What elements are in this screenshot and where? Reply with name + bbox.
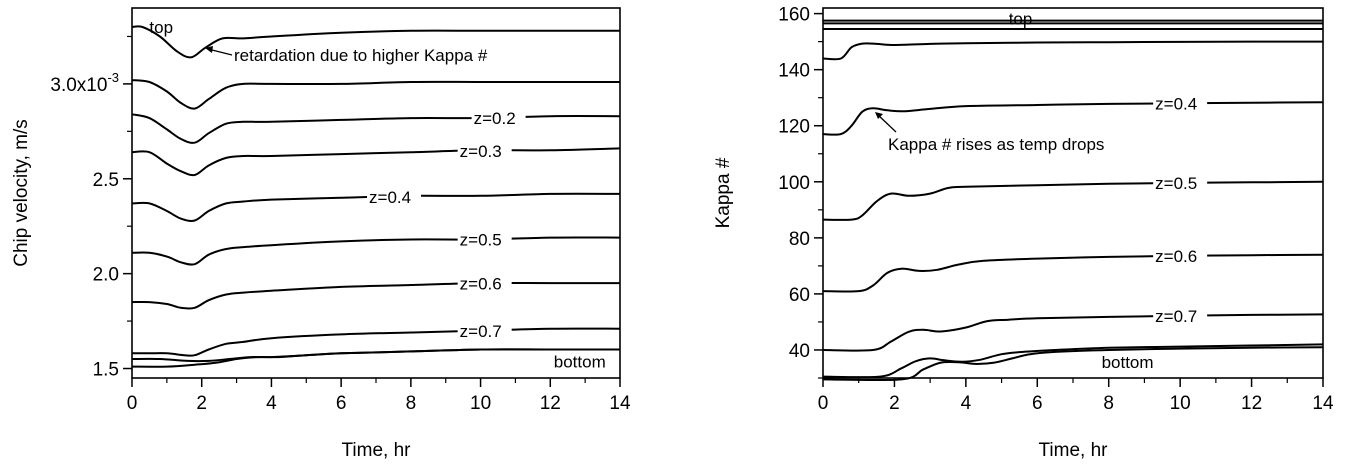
- series-group-2: [822, 19, 1324, 382]
- x-tick-label-2-3: 6: [1032, 393, 1043, 414]
- series-label-1-3: z=0.3: [460, 142, 502, 161]
- series-line-2-4: [822, 101, 1324, 136]
- series-label-2-4: z=0.4: [1155, 94, 1197, 113]
- axes-1: 0 2 4 6 8 10 12 14 1.5 2.0 2.5 3.0x10-3: [50, 35, 631, 414]
- series-label-bg-1-4: [367, 186, 422, 207]
- series-line-2-6: [822, 253, 1324, 293]
- series-label-1-2: z=0.2: [474, 109, 516, 128]
- y-axis-title-1: Chip velocity, m/s: [11, 119, 32, 266]
- series-line-1-5: [131, 236, 621, 266]
- series-labels-1: top z=0.2 z=0.3 z=0.4 z=0.5 z=0.6 z=0.7 bottom: [149, 18, 605, 372]
- series-line-1-0: [131, 25, 620, 59]
- axes-2: 0 2 4 6 8 10 12 14 40 60 80 100 120 140 160: [778, 5, 1334, 414]
- y-tick-label-2-5: 140: [778, 61, 810, 82]
- x-tick-label-2-6: 12: [1241, 393, 1262, 414]
- x-tick-label-1-0: 0: [127, 393, 138, 414]
- y-axis-title-2: Kappa #: [713, 157, 734, 228]
- y-tick-label-1-1: 2.0: [93, 265, 119, 286]
- x-tick-label-1-1: 2: [196, 393, 207, 414]
- series-labels-2: top z=0.4 z=0.5 z=0.6 z=0.7 bottom: [1009, 10, 1208, 372]
- series-label-bg-1-5: [457, 229, 512, 250]
- series-label-2-7: z=0.7: [1155, 307, 1197, 326]
- series-line-2-5: [822, 180, 1324, 221]
- x-tick-label-2-7: 14: [1312, 393, 1334, 414]
- x-tick-label-1-4: 8: [406, 393, 417, 414]
- annotation-arrowhead-1: [205, 46, 213, 53]
- series-label-2-5: z=0.5: [1155, 174, 1197, 193]
- series-label-bg-1-3: [457, 140, 512, 161]
- x-tick-label-1-3: 6: [336, 393, 347, 414]
- series-label-bg-2-7: [1153, 306, 1208, 327]
- series-label-bg-2-4: [1153, 93, 1208, 114]
- x-tick-label-2-5: 10: [1170, 393, 1191, 414]
- annotation-arrowhead-2: [875, 112, 883, 119]
- x-tick-label-2-0: 0: [818, 393, 829, 414]
- x-tick-label-2-4: 8: [1103, 393, 1114, 414]
- annotation-2: Kappa # rises as temp drops: [875, 112, 1104, 154]
- y-tick-label-1-2: 2.5: [93, 170, 119, 191]
- x-axis-title-1: Time, hr: [342, 440, 412, 461]
- y-tick-label-2-0: 40: [789, 341, 810, 362]
- y-tick-label-1-0: 1.5: [93, 360, 119, 381]
- y-tick-label-2-6: 160: [778, 5, 810, 26]
- y-tick-label-2-1: 60: [789, 285, 810, 306]
- x-tick-label-1-2: 4: [266, 393, 277, 414]
- series-line-2-8: [822, 343, 1324, 379]
- series-line-2-3: [822, 40, 1323, 61]
- series-label-bg-2-5: [1153, 173, 1208, 194]
- series-line-1-3: [131, 147, 621, 177]
- plot-frame-2: [822, 7, 1324, 379]
- series-label-1-7: z=0.7: [460, 322, 502, 341]
- y-tick-label-2-3: 100: [778, 173, 810, 194]
- series-line-1-6: [131, 281, 620, 310]
- series-line-1-2: [131, 113, 621, 144]
- x-tick-label-2-2: 4: [961, 393, 972, 414]
- series-label-1-5: z=0.5: [460, 230, 502, 249]
- x-tick-label-1-7: 14: [609, 393, 631, 414]
- x-axis-title-2: Time, hr: [1039, 440, 1109, 461]
- y-tick-label-2-2: 80: [789, 229, 810, 250]
- y-tick-label-2-4: 120: [778, 117, 810, 138]
- series-label-1-0: top: [149, 18, 173, 37]
- y-tick-label-1-3: 3.0x10-3: [50, 70, 119, 96]
- series-label-bg-1-6: [457, 273, 512, 294]
- series-label-2-9: bottom: [1102, 353, 1154, 372]
- x-tick-label-2-1: 2: [889, 393, 900, 414]
- series-line-1-1: [131, 79, 620, 110]
- chart-1: 0 2 4 6 8 10 12 14 1.5 2.0 2.5 3.0x10-3 top z=0.2 z=0…: [11, 7, 631, 461]
- series-line-1-4: [131, 192, 621, 222]
- series-label-2-0: top: [1009, 10, 1033, 29]
- series-label-bg-1-2: [471, 108, 526, 129]
- x-tick-label-1-6: 12: [540, 393, 561, 414]
- chart-2: 0 2 4 6 8 10 12 14 40 60 80 100 120 140 160 top z=0.4 z=…: [713, 5, 1334, 461]
- series-line-1-9: [131, 348, 551, 368]
- series-line-2-9: [822, 346, 1324, 382]
- series-label-bg-1-7: [457, 321, 512, 342]
- series-label-1-9: bottom: [554, 353, 606, 372]
- annotation-arrow-2: [876, 113, 897, 133]
- series-label-1-4: z=0.4: [369, 188, 411, 207]
- series-label-2-6: z=0.6: [1155, 247, 1197, 266]
- annotation-text-2: Kappa # rises as temp drops: [888, 135, 1104, 154]
- series-label-bg-2-6: [1153, 246, 1208, 267]
- annotation-text-1: retardation due to higher Kappa #: [234, 46, 488, 65]
- x-tick-label-1-5: 10: [470, 393, 491, 414]
- annotation-1: retardation due to higher Kappa #: [205, 46, 488, 65]
- series-label-1-6: z=0.6: [460, 275, 502, 294]
